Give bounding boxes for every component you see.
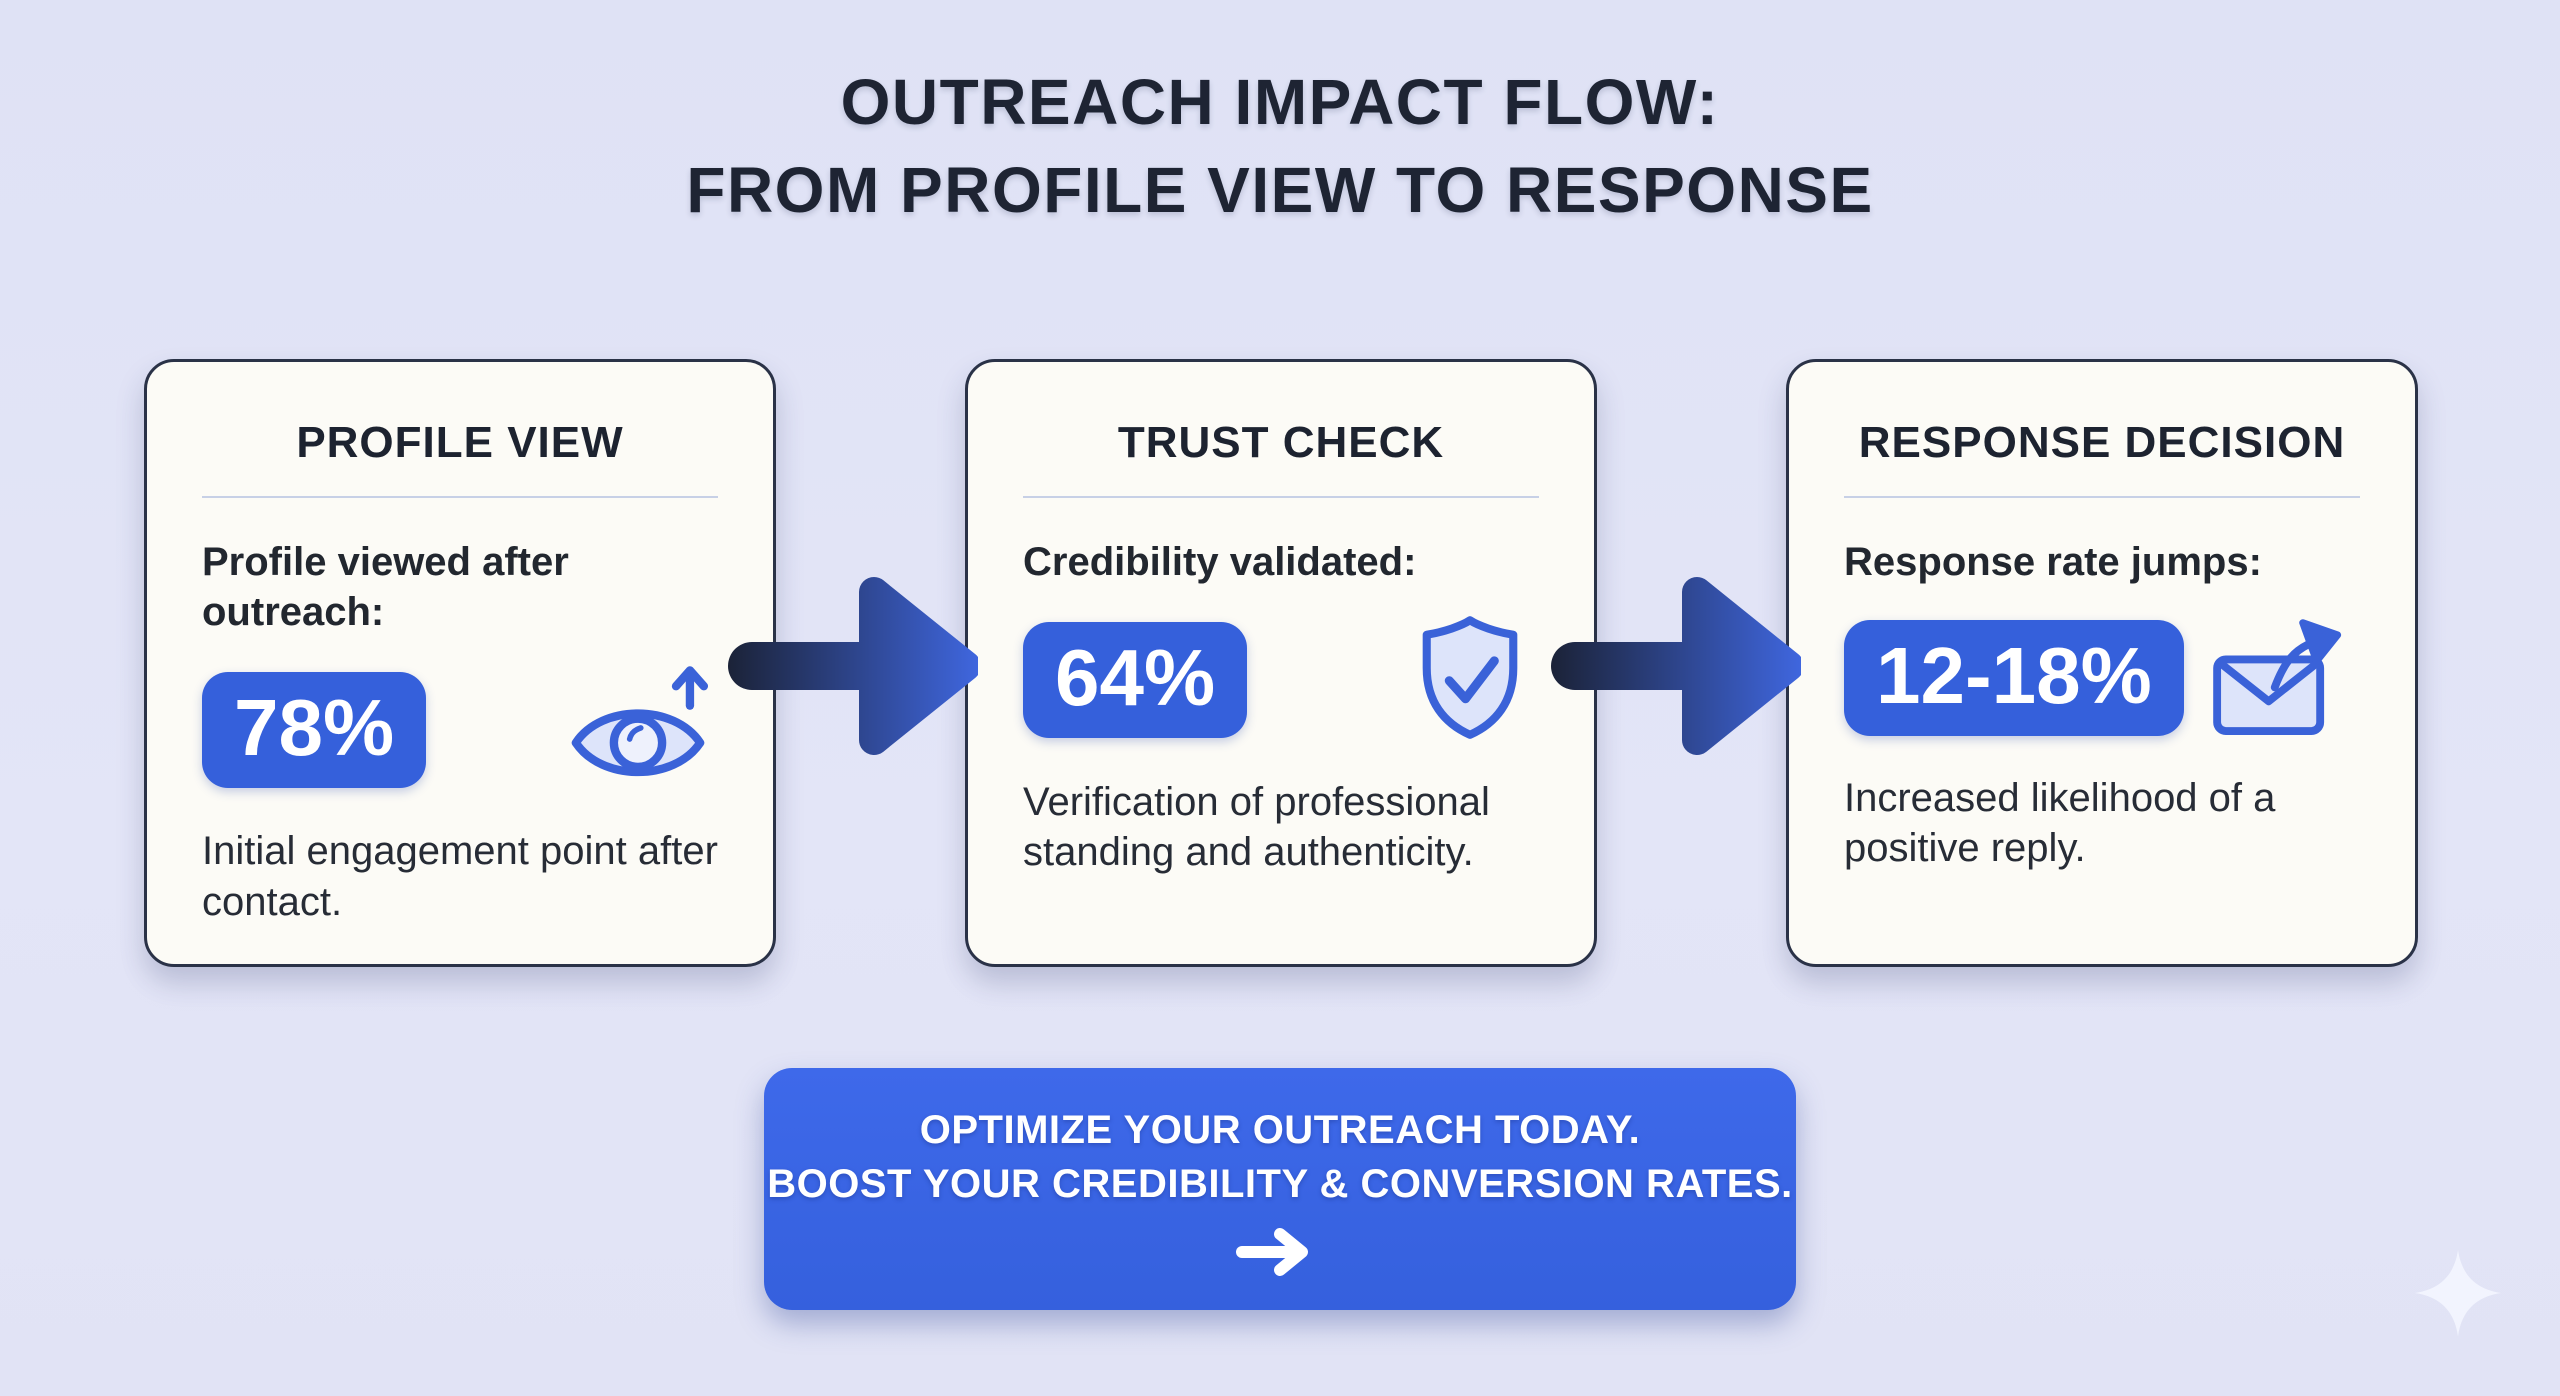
stat-row: 78% [202,663,718,796]
page-title-line-2: FROM PROFILE VIEW TO RESPONSE [686,154,1874,227]
cta-line-2: BOOST YOUR CREDIBILITY & CONVERSION RATE… [767,1162,1793,1206]
card-heading: PROFILE VIEW [296,418,624,467]
stat-badge: 64% [1023,622,1248,739]
flow-arrow-icon [728,577,978,755]
stat-badge: 78% [202,671,427,788]
card-trust-check: TRUST CHECK Credibility validated: 64% V… [965,359,1597,967]
eye-growth-icon [568,663,709,796]
card-label: Profile viewed after outreach: [202,540,569,634]
card-profile-view: PROFILE VIEW Profile viewed after outrea… [144,359,776,967]
card-heading: RESPONSE DECISION [1858,418,2346,467]
stat-row: 12-18% [1844,614,2360,743]
cta-banner[interactable]: OPTIMIZE YOUR OUTREACH TODAY. BOOST YOUR… [764,1068,1796,1310]
card-heading: TRUST CHECK [1117,418,1445,467]
right-arrow-icon [1236,1228,1308,1276]
card-divider [1023,496,1539,498]
card-description: Initial engagement point after contact. [202,829,718,924]
card-label: Response rate jumps: [1844,540,2262,584]
card-description: Verification of professional standing an… [1023,779,1490,874]
page-title: OUTREACH IMPACT FLOW: FROM PROFILE VIEW … [0,58,2560,235]
cards-row: PROFILE VIEW Profile viewed after outrea… [144,359,2418,967]
card-description: Increased likelihood of a positive reply… [1844,775,2276,870]
card-label: Credibility validated: [1023,540,1417,584]
card-divider [1844,496,2360,498]
cta-line-1: OPTIMIZE YOUR OUTREACH TODAY. [919,1108,1641,1152]
card-response-decision: RESPONSE DECISION Response rate jumps: 1… [1786,359,2418,967]
stat-badge: 12-18% [1844,620,2184,737]
card-divider [202,496,718,498]
page-title-line-1: OUTREACH IMPACT FLOW: [840,66,1720,138]
sparkle-icon [2414,1249,2502,1337]
stat-row: 64% [1023,614,1539,747]
envelope-send-icon [2210,614,2350,743]
shield-check-icon [1411,614,1529,747]
flow-arrow-icon [1551,577,1801,755]
